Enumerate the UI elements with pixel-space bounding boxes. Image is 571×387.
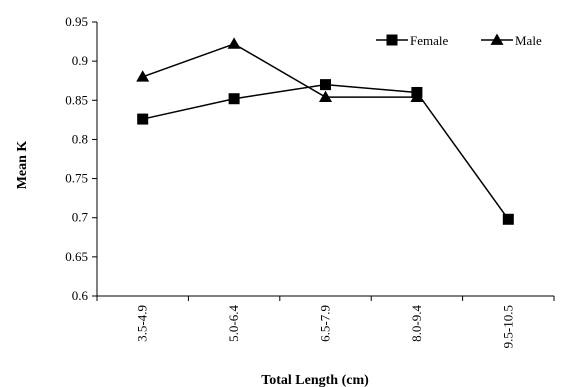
series-layer xyxy=(136,37,514,225)
legend-square-marker xyxy=(386,34,398,46)
male-series-line xyxy=(142,43,417,98)
female-data-point xyxy=(228,93,240,105)
y-tick-label: 0.8 xyxy=(72,131,88,146)
x-tick-label: 9.5-10.5 xyxy=(500,305,515,348)
legend-item-male: Male xyxy=(481,33,542,48)
y-axis-ticks: 0.6 0.65 0.7 0.75 0.8 0.85 0.9 0.95 xyxy=(65,14,97,303)
male-data-point xyxy=(136,70,150,82)
y-tick-label: 0.95 xyxy=(65,14,88,29)
y-tick-label: 0.9 xyxy=(72,53,88,68)
female-data-point xyxy=(137,113,149,125)
x-tick-label: 5.0-6.4 xyxy=(226,305,241,342)
legend-label: Female xyxy=(410,33,448,48)
x-tick-label: 8.0-9.4 xyxy=(409,305,424,342)
female-data-point xyxy=(320,79,331,91)
legend-item-female: Female xyxy=(376,33,448,48)
y-tick-label: 0.6 xyxy=(72,288,89,303)
y-tick-label: 0.7 xyxy=(72,210,89,225)
x-axis-title: Total Length (cm) xyxy=(261,373,369,387)
y-tick-label: 0.85 xyxy=(65,92,88,107)
male-data-point xyxy=(319,90,332,103)
x-tick-label: 3.5-4.9 xyxy=(135,305,150,342)
x-tick-label: 6.5-7.9 xyxy=(318,305,333,342)
legend-triangle-marker xyxy=(490,33,504,45)
female-data-point xyxy=(502,213,514,225)
y-axis-title: Mean K xyxy=(15,141,30,190)
male-data-point xyxy=(227,37,241,49)
legend-label: Male xyxy=(515,33,542,48)
male-data-point xyxy=(410,90,424,103)
x-axis-ticks: 3.5-4.9 5.0-6.4 6.5-7.9 8.0-9.4 9.5-10.5 xyxy=(96,296,555,348)
y-tick-label: 0.65 xyxy=(65,249,88,264)
y-tick-label: 0.75 xyxy=(65,171,88,186)
legend: Female Male xyxy=(376,33,542,48)
female-series-line xyxy=(142,83,509,220)
